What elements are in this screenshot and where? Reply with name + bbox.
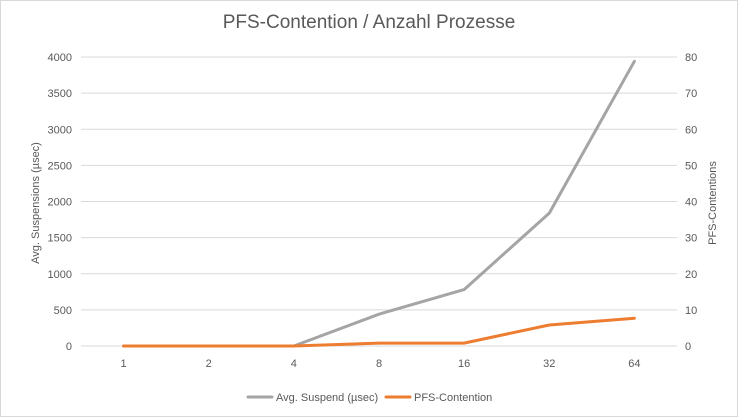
- left-y-tick-label: 500: [54, 305, 72, 317]
- right-y-tick-label: 0: [685, 341, 691, 353]
- legend-label: PFS-Contention: [414, 392, 492, 404]
- left-y-tick-label: 2000: [48, 197, 72, 209]
- right-y-tick-label: 50: [685, 160, 697, 172]
- avg-suspend-series-line: [122, 59, 636, 348]
- left-y-ticks: 0 500 1000 1500 2000 2500 3000 3500 4000: [48, 52, 72, 353]
- right-y-tick-label: 10: [685, 305, 697, 317]
- x-tick-label: 8: [376, 358, 382, 370]
- left-y-tick-label: 2500: [48, 160, 72, 172]
- right-y-tick-label: 60: [685, 124, 697, 136]
- x-tick-label: 32: [543, 358, 555, 370]
- x-tick-label: 64: [628, 358, 640, 370]
- left-y-tick-label: 3500: [48, 88, 72, 100]
- right-y-tick-label: 40: [685, 197, 697, 209]
- legend-label: Avg. Suspend (µsec): [276, 392, 378, 404]
- right-y-tick-label: 70: [685, 88, 697, 100]
- right-y-ticks: 0 10 20 30 40 50 60 70 80: [685, 52, 697, 353]
- pfs-contention-series-line: [122, 316, 636, 348]
- right-y-tick-label: 80: [685, 52, 697, 64]
- left-y-tick-label: 0: [66, 341, 72, 353]
- right-y-tick-label: 30: [685, 233, 697, 245]
- right-y-axis-title: PFS-Contentions: [707, 161, 719, 245]
- left-y-tick-label: 4000: [48, 52, 72, 64]
- right-y-tick-label: 20: [685, 269, 697, 281]
- x-tick-label: 4: [291, 358, 297, 370]
- legend: Avg. Suspend (µsec) PFS-Contention: [246, 392, 492, 404]
- legend-item-pfs-contention: PFS-Contention: [384, 392, 492, 404]
- x-tick-label: 2: [206, 358, 212, 370]
- legend-item-avg-suspend: Avg. Suspend (µsec): [246, 392, 378, 404]
- left-y-axis-title: Avg. Suspensions (µsec): [30, 142, 42, 264]
- grid-lines: [81, 56, 677, 347]
- x-tick-label: 1: [121, 358, 127, 370]
- series-lines: [122, 59, 636, 348]
- left-y-tick-label: 1000: [48, 269, 72, 281]
- x-axis-ticks: 1 2 4 8 16 32 64: [121, 358, 641, 370]
- x-tick-label: 16: [458, 358, 470, 370]
- chart-title: PFS-Contention / Anzahl Prozesse: [223, 12, 516, 33]
- left-y-tick-label: 3000: [48, 124, 72, 136]
- left-y-tick-label: 1500: [48, 233, 72, 245]
